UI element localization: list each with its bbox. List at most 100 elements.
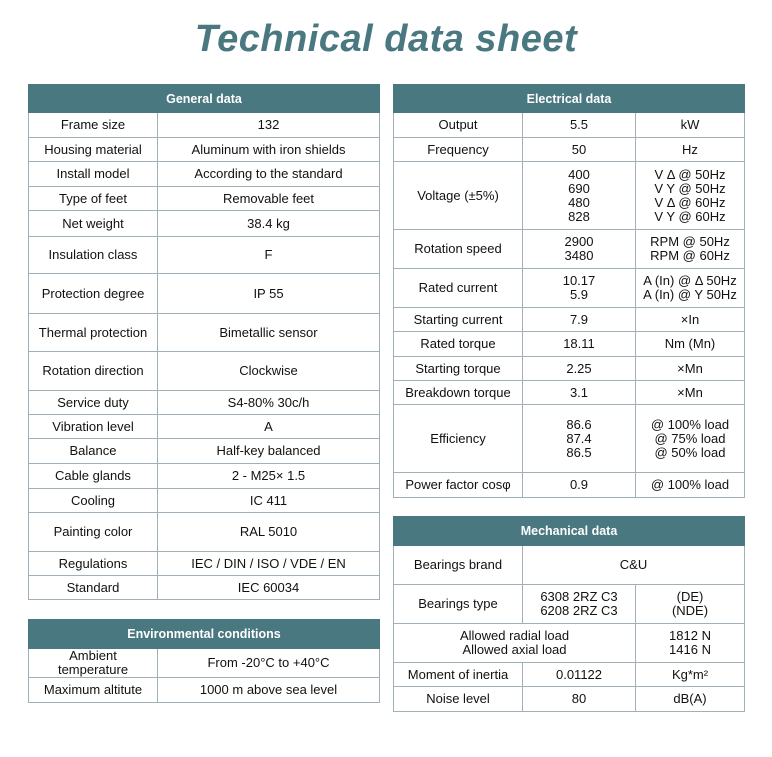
table-row: Allowed radial load Allowed axial load 18… <box>393 623 745 663</box>
row-label: Allowed radial load Allowed axial load <box>393 623 636 663</box>
row-value: 1000 m above sea level <box>157 677 380 703</box>
row-value: 10.17 5.9 <box>522 268 636 308</box>
row-label: Balance <box>28 438 158 464</box>
row-label: Moment of inertia <box>393 662 523 687</box>
table-row: Regulations IEC / DIN / ISO / VDE / EN <box>28 551 380 576</box>
row-value: According to the standard <box>157 161 380 187</box>
row-value: 2.25 <box>522 356 636 381</box>
row-value: 5.5 <box>522 112 636 138</box>
row-value: 0.9 <box>522 472 636 498</box>
row-label: Thermal protection <box>28 313 158 352</box>
row-value: 7.9 <box>522 307 636 332</box>
table-row: Moment of inertia 0.01122 Kg*m² <box>393 662 745 687</box>
row-label: Breakdown torque <box>393 380 523 405</box>
row-unit: ×In <box>635 307 745 332</box>
row-unit: Hz <box>635 137 745 162</box>
electrical-data-table: Electrical data Output 5.5 kW Frequency 50 Hz… <box>393 84 745 498</box>
row-label: Rated torque <box>393 331 523 357</box>
table-row: Ambient temperature From -20°C to +40°C <box>28 648 380 678</box>
environmental-heading: Environmental conditions <box>28 619 380 649</box>
row-value: Half-key balanced <box>157 438 380 464</box>
row-label: Efficiency <box>393 404 523 473</box>
table-row: Protection degree IP 55 <box>28 273 380 314</box>
row-value: 50 <box>522 137 636 162</box>
row-value: 86.6 87.4 86.5 <box>522 404 636 473</box>
table-row: Standard IEC 60034 <box>28 575 380 600</box>
table-row: Net weight 38.4 kg <box>28 210 380 237</box>
table-row: Rotation speed 2900 3480 RPM @ 50Hz RPM @ … <box>393 229 745 269</box>
row-label: Starting torque <box>393 356 523 381</box>
row-unit: V Δ @ 50Hz V Y @ 50Hz V Δ @ 60Hz V Y @ 6… <box>635 161 745 230</box>
row-value: 2900 3480 <box>522 229 636 269</box>
table-row: Noise level 80 dB(A) <box>393 686 745 712</box>
row-unit: RPM @ 50Hz RPM @ 60Hz <box>635 229 745 269</box>
row-unit: Kg*m² <box>635 662 745 687</box>
table-row: Painting color RAL 5010 <box>28 512 380 552</box>
row-value: 1812 N 1416 N <box>635 623 745 663</box>
mechanical-data-table: Mechanical data Bearings brand C&U Bearing… <box>393 516 745 712</box>
row-value: C&U <box>522 545 745 585</box>
row-label: Output <box>393 112 523 138</box>
row-value: IC 411 <box>157 488 380 513</box>
row-value: 132 <box>157 112 380 138</box>
row-unit: kW <box>635 112 745 138</box>
row-unit: (DE) (NDE) <box>635 584 745 624</box>
row-unit: Nm (Mn) <box>635 331 745 357</box>
mechanical-data-heading: Mechanical data <box>393 516 745 546</box>
electrical-data-heading: Electrical data <box>393 84 745 113</box>
table-row: Bearings brand C&U <box>393 545 745 585</box>
row-value: IEC / DIN / ISO / VDE / EN <box>157 551 380 576</box>
row-label: Insulation class <box>28 236 158 274</box>
table-row: Service duty S4-80% 30c/h <box>28 390 380 415</box>
row-unit: ×Mn <box>635 380 745 405</box>
row-label: Starting current <box>393 307 523 332</box>
table-row: Breakdown torque 3.1 ×Mn <box>393 380 745 405</box>
general-data-table: General data Frame size 132 Housing materi… <box>28 84 380 600</box>
row-label: Install model <box>28 161 158 187</box>
table-row: Starting current 7.9 ×In <box>393 307 745 332</box>
table-row: Rated torque 18.11 Nm (Mn) <box>393 331 745 357</box>
table-row: Housing material Aluminum with iron shiel… <box>28 137 380 162</box>
row-label: Housing material <box>28 137 158 162</box>
table-row: Bearings type 6308 2RZ C3 6208 2RZ C3 (DE)… <box>393 584 745 624</box>
row-label: Rotation speed <box>393 229 523 269</box>
row-unit: dB(A) <box>635 686 745 712</box>
table-row: Maximum altitute 1000 m above sea level <box>28 677 380 703</box>
row-value: Bimetallic sensor <box>157 313 380 352</box>
row-value: 2 - M25× 1.5 <box>157 463 380 489</box>
row-value: 6308 2RZ C3 6208 2RZ C3 <box>522 584 636 624</box>
row-label: Protection degree <box>28 273 158 314</box>
row-label: Bearings type <box>393 584 523 624</box>
table-row: Install model According to the standard <box>28 161 380 187</box>
row-label: Bearings brand <box>393 545 523 585</box>
page-title: Technical data sheet <box>194 18 578 60</box>
row-label: Standard <box>28 575 158 600</box>
table-row: Balance Half-key balanced <box>28 438 380 464</box>
row-label: Ambient temperature <box>28 648 158 678</box>
table-row: Starting torque 2.25 ×Mn <box>393 356 745 381</box>
row-value: From -20°C to +40°C <box>157 648 380 678</box>
row-value: IEC 60034 <box>157 575 380 600</box>
row-label: Power factor cosφ <box>393 472 523 498</box>
row-value: 0.01122 <box>522 662 636 687</box>
table-row: Power factor cosφ 0.9 @ 100% load <box>393 472 745 498</box>
row-label: Frequency <box>393 137 523 162</box>
row-value: 80 <box>522 686 636 712</box>
table-row: Frame size 132 <box>28 112 380 138</box>
row-label: Type of feet <box>28 186 158 211</box>
row-value: Removable feet <box>157 186 380 211</box>
row-label: Frame size <box>28 112 158 138</box>
table-row: Output 5.5 kW <box>393 112 745 138</box>
row-label: Voltage (±5%) <box>393 161 523 230</box>
row-value: 3.1 <box>522 380 636 405</box>
row-value: F <box>157 236 380 274</box>
row-unit: @ 100% load <box>635 472 745 498</box>
row-value: 38.4 kg <box>157 210 380 237</box>
table-row: Thermal protection Bimetallic sensor <box>28 313 380 352</box>
row-label: Painting color <box>28 512 158 552</box>
row-label: Net weight <box>28 210 158 237</box>
row-value: RAL 5010 <box>157 512 380 552</box>
row-label: Service duty <box>28 390 158 415</box>
table-row: Insulation class F <box>28 236 380 274</box>
row-label: Rated current <box>393 268 523 308</box>
